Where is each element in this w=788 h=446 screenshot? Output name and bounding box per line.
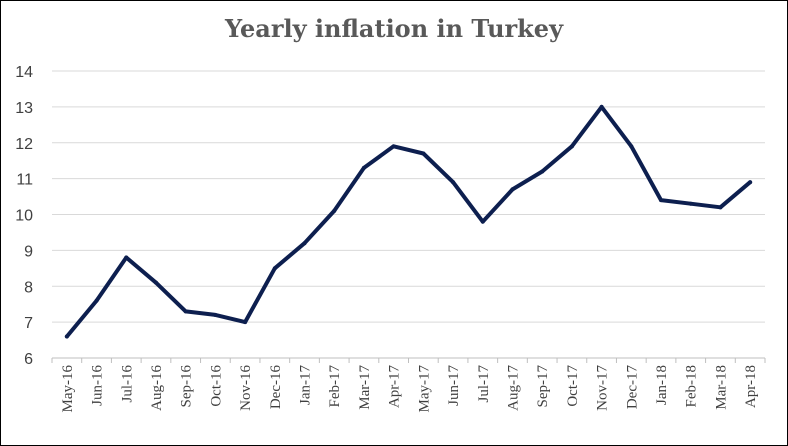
x-tick-label: Feb-17 — [327, 365, 343, 408]
data-point — [599, 104, 604, 109]
data-point — [94, 298, 99, 303]
y-tick-label: 13 — [15, 100, 33, 117]
data-point — [64, 334, 69, 339]
data-point — [510, 187, 515, 192]
y-tick-label: 12 — [15, 136, 33, 153]
y-tick-label: 14 — [15, 64, 33, 81]
x-tick-label: Apr-17 — [387, 365, 403, 409]
data-point — [718, 205, 723, 210]
x-tick-label: Jun-16 — [90, 365, 106, 406]
data-point — [451, 180, 456, 185]
x-tick-label: Nov-16 — [238, 365, 254, 411]
x-tick-label: May-16 — [60, 365, 76, 413]
x-axis-ticks: May-16 Jun-16 Jul-16 Aug-16 Sep-16 Oct-16 Nov-… — [60, 365, 759, 413]
data-point — [480, 219, 485, 224]
data-point — [391, 144, 396, 149]
data-point — [688, 201, 693, 206]
x-tick-label: Aug-16 — [149, 365, 165, 411]
x-tick-label: Apr-18 — [743, 365, 759, 408]
data-point — [540, 169, 545, 174]
data-point — [748, 180, 753, 185]
x-tick-label: Dec-17 — [624, 365, 640, 410]
x-tick-label: Mar-18 — [713, 365, 729, 410]
y-axis-ticks: 6 7 8 9 10 11 12 13 14 — [15, 64, 33, 368]
x-axis — [51, 357, 766, 363]
x-tick-label: Jan-17 — [298, 365, 314, 405]
data-point — [569, 144, 574, 149]
x-tick-label: Jan-18 — [654, 365, 670, 405]
x-tick-label: Feb-18 — [684, 365, 700, 408]
data-point — [243, 320, 248, 325]
x-tick-label: Jun-17 — [446, 365, 462, 406]
x-tick-label: Sep-17 — [535, 365, 551, 408]
x-tick-label: Oct-17 — [565, 365, 581, 407]
x-tick-label: Aug-17 — [505, 365, 521, 411]
data-point — [332, 208, 337, 213]
data-point — [421, 151, 426, 156]
x-tick-label: Oct-16 — [208, 365, 224, 407]
data-point — [183, 309, 188, 314]
data-point — [629, 144, 634, 149]
x-tick-label: Jul-17 — [476, 365, 492, 403]
y-tick-label: 7 — [24, 315, 33, 332]
x-tick-label: Mar-17 — [357, 365, 373, 410]
x-tick-label: Sep-16 — [179, 365, 195, 408]
series-line — [64, 104, 753, 339]
series-group — [64, 104, 753, 339]
y-tick-label: 10 — [15, 208, 33, 225]
x-tick-label: Nov-17 — [595, 365, 611, 411]
data-point — [302, 241, 307, 246]
y-tick-label: 8 — [24, 279, 33, 296]
chart-title: Yearly inflation in Turkey — [224, 14, 564, 43]
data-point — [153, 280, 158, 285]
data-point — [272, 266, 277, 271]
x-tick-label: Dec-16 — [268, 365, 284, 410]
data-point — [213, 312, 218, 317]
y-tick-label: 6 — [24, 351, 33, 368]
y-tick-label: 9 — [24, 243, 33, 260]
data-point — [124, 255, 129, 260]
gridlines — [52, 70, 765, 323]
x-tick-label: Jul-16 — [119, 365, 135, 403]
data-point — [361, 165, 366, 170]
x-tick-label: May-17 — [416, 365, 432, 413]
y-tick-label: 11 — [16, 172, 33, 189]
data-point — [659, 198, 664, 203]
